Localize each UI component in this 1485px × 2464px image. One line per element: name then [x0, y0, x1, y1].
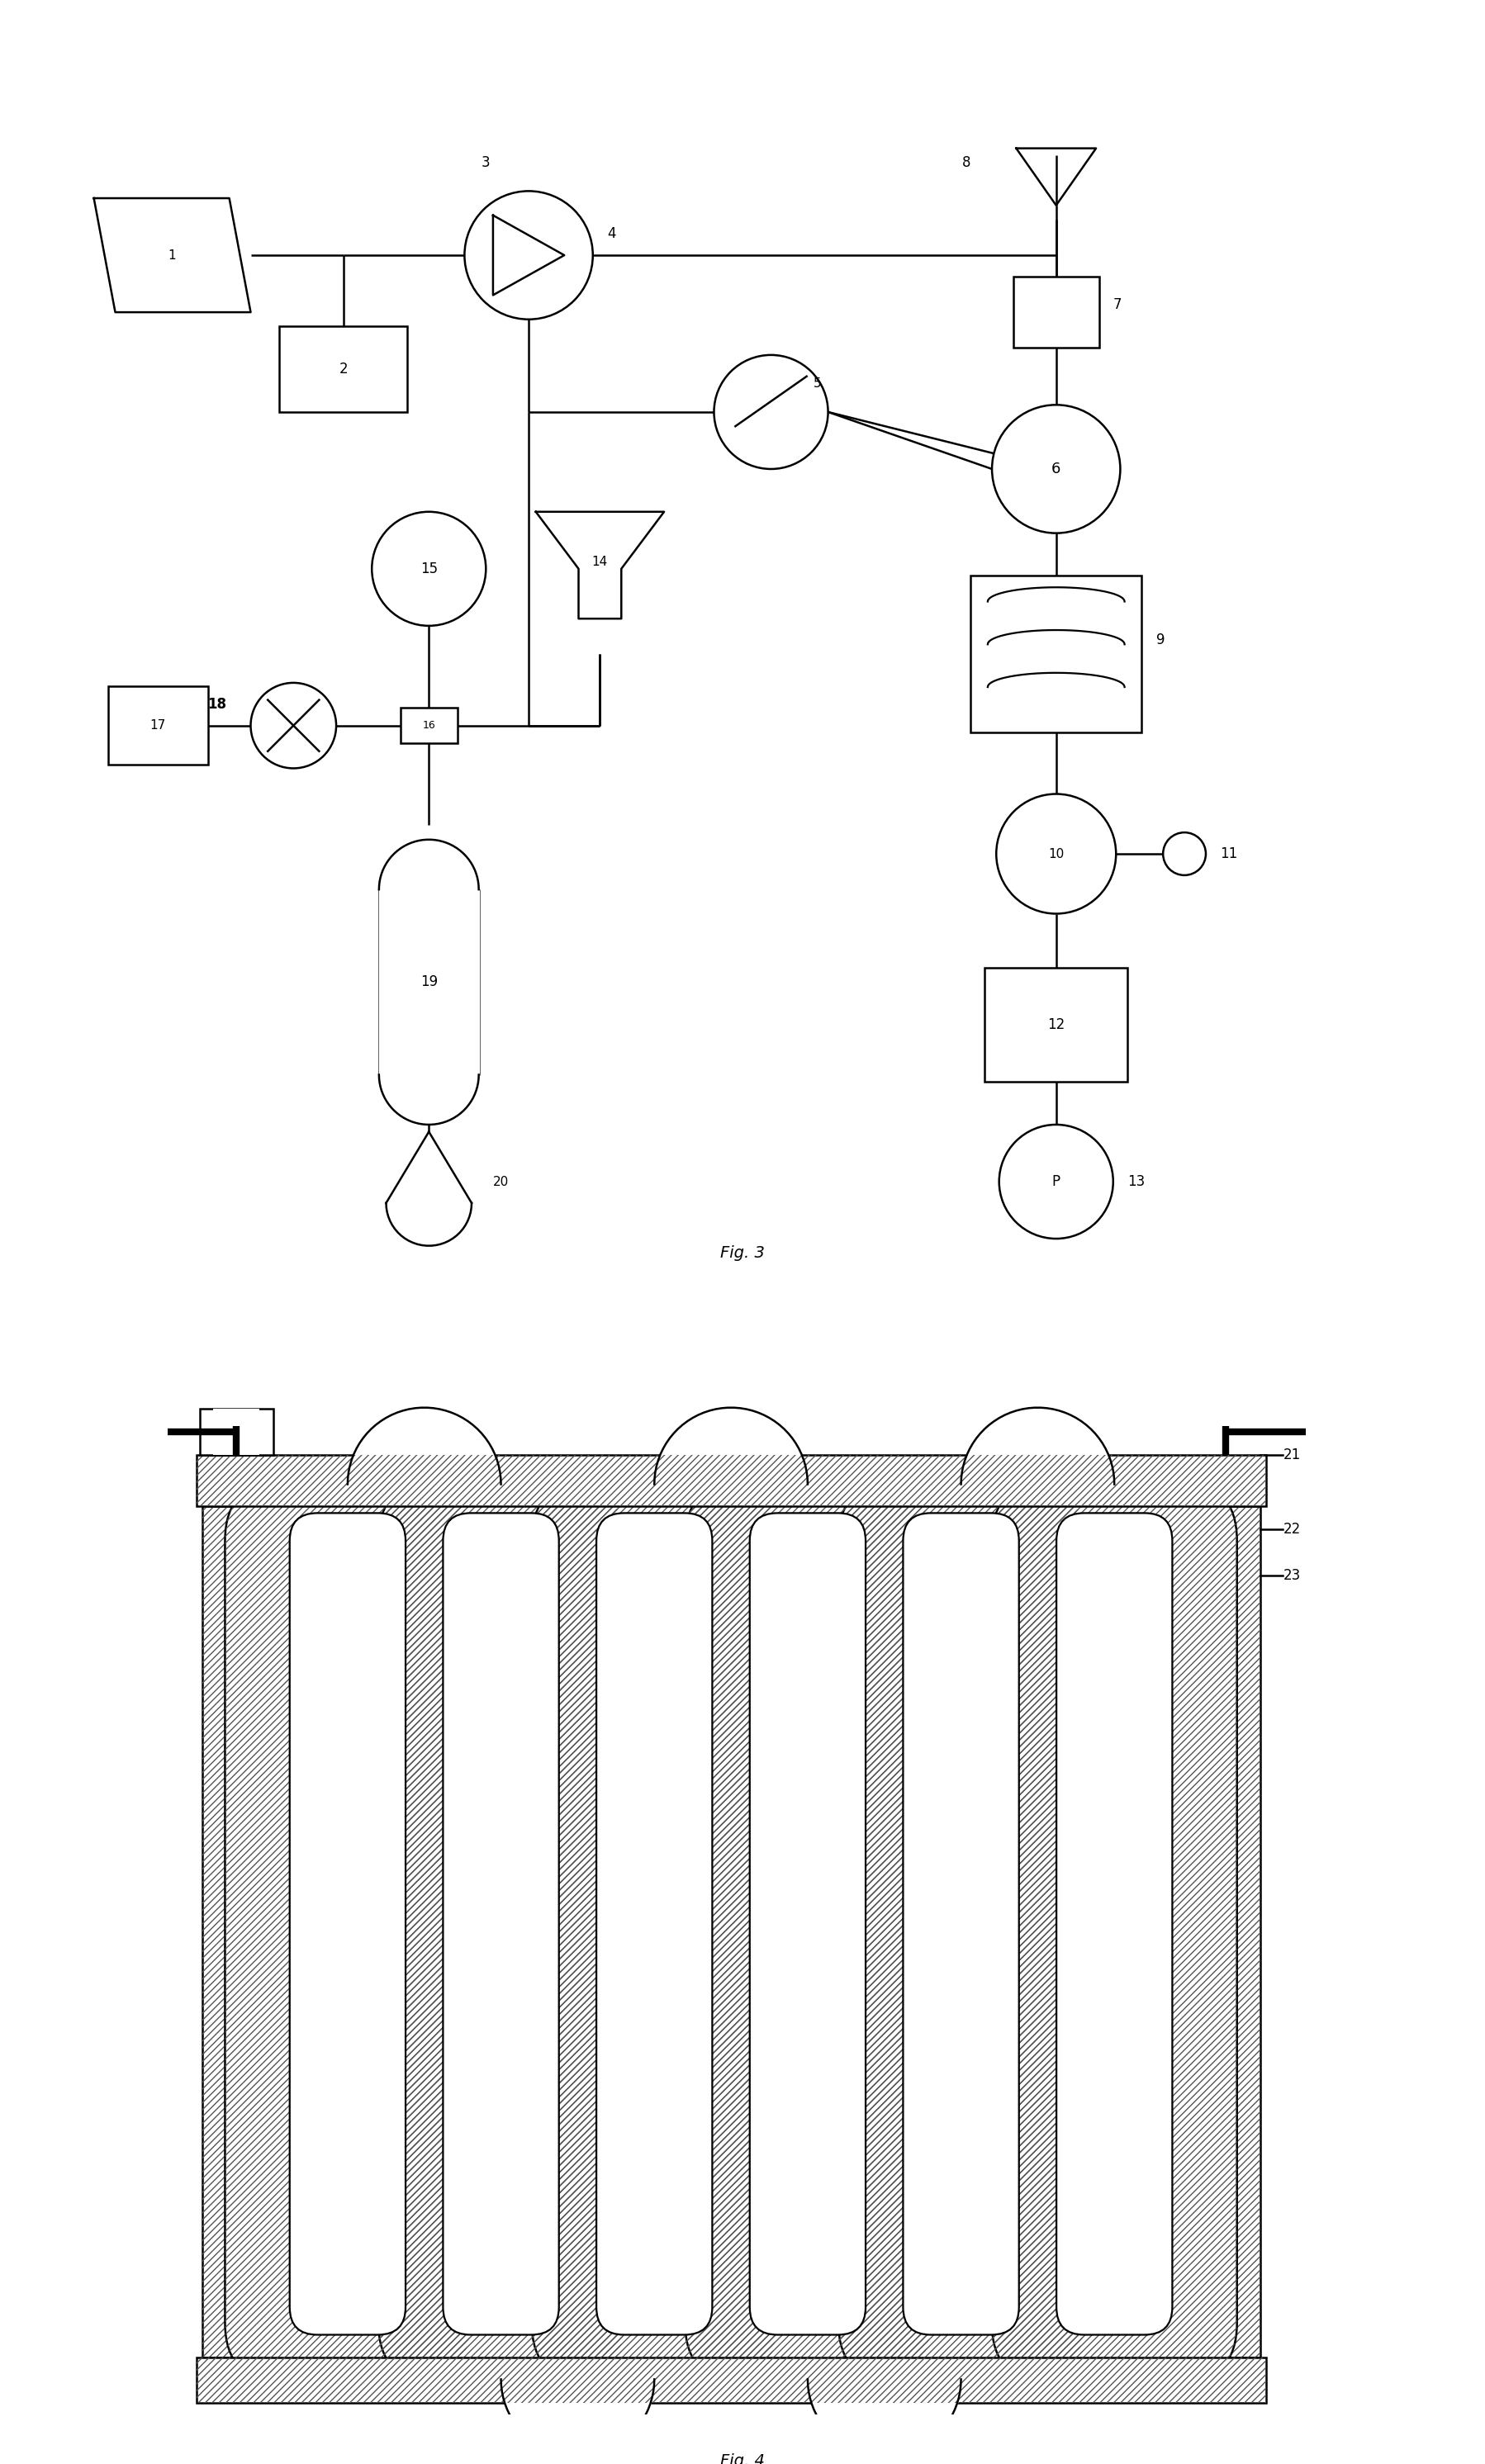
Text: 7: 7: [1114, 298, 1121, 313]
Text: 11: 11: [1221, 848, 1237, 862]
Text: 22: 22: [1283, 1523, 1301, 1538]
Text: 8: 8: [962, 155, 971, 170]
Polygon shape: [386, 1202, 472, 1247]
Text: 6: 6: [1051, 461, 1060, 476]
FancyBboxPatch shape: [750, 1513, 866, 2336]
Circle shape: [992, 404, 1120, 532]
FancyBboxPatch shape: [685, 1481, 930, 2383]
Text: 17: 17: [150, 719, 166, 732]
Text: 12: 12: [1047, 1018, 1065, 1032]
Bar: [1013, 276, 1099, 347]
Text: 16: 16: [422, 719, 435, 732]
Text: Fig. 4: Fig. 4: [720, 2452, 765, 2464]
FancyBboxPatch shape: [1056, 1513, 1172, 2336]
Bar: [196, 2358, 1265, 2402]
Bar: [202, 1506, 1261, 2358]
Circle shape: [714, 355, 829, 468]
FancyBboxPatch shape: [290, 1513, 405, 2336]
Text: 19: 19: [420, 976, 438, 991]
Circle shape: [1163, 833, 1206, 875]
Bar: [196, 1454, 1265, 1506]
Bar: [971, 577, 1142, 732]
Bar: [108, 687, 208, 764]
Bar: [199, 1409, 273, 1454]
Text: 3: 3: [481, 155, 490, 170]
Polygon shape: [536, 513, 664, 618]
Bar: [202, 1506, 1261, 2358]
Text: 14: 14: [593, 554, 607, 567]
Text: P: P: [1051, 1175, 1060, 1190]
Text: 23: 23: [1283, 1567, 1301, 1582]
Bar: [214, 1409, 260, 1454]
Text: 4: 4: [607, 227, 616, 241]
Circle shape: [999, 1124, 1114, 1239]
Bar: [279, 325, 407, 411]
FancyBboxPatch shape: [992, 1481, 1237, 2383]
Circle shape: [465, 192, 593, 320]
Circle shape: [996, 793, 1117, 914]
Polygon shape: [94, 197, 251, 313]
Bar: [985, 968, 1127, 1082]
Text: 1: 1: [168, 249, 177, 261]
Text: 10: 10: [1048, 848, 1065, 860]
Bar: [196, 2358, 1265, 2402]
Text: 5: 5: [814, 377, 821, 389]
FancyBboxPatch shape: [839, 1481, 1084, 2383]
Bar: [401, 707, 457, 744]
Bar: [196, 1454, 1265, 1506]
Text: 9: 9: [1155, 633, 1164, 648]
Polygon shape: [379, 890, 478, 1074]
FancyBboxPatch shape: [226, 1481, 471, 2383]
FancyBboxPatch shape: [903, 1513, 1019, 2336]
Text: 2: 2: [339, 362, 347, 377]
Circle shape: [371, 513, 486, 626]
FancyBboxPatch shape: [532, 1481, 777, 2383]
Circle shape: [251, 683, 336, 769]
Text: 13: 13: [1127, 1175, 1145, 1190]
FancyBboxPatch shape: [597, 1513, 713, 2336]
Text: 21: 21: [1283, 1446, 1301, 1461]
FancyBboxPatch shape: [443, 1513, 558, 2336]
Text: 20: 20: [493, 1175, 509, 1188]
Text: 15: 15: [420, 562, 438, 577]
Text: Fig. 3: Fig. 3: [720, 1244, 765, 1262]
Text: 18: 18: [208, 697, 226, 712]
FancyBboxPatch shape: [379, 1481, 624, 2383]
